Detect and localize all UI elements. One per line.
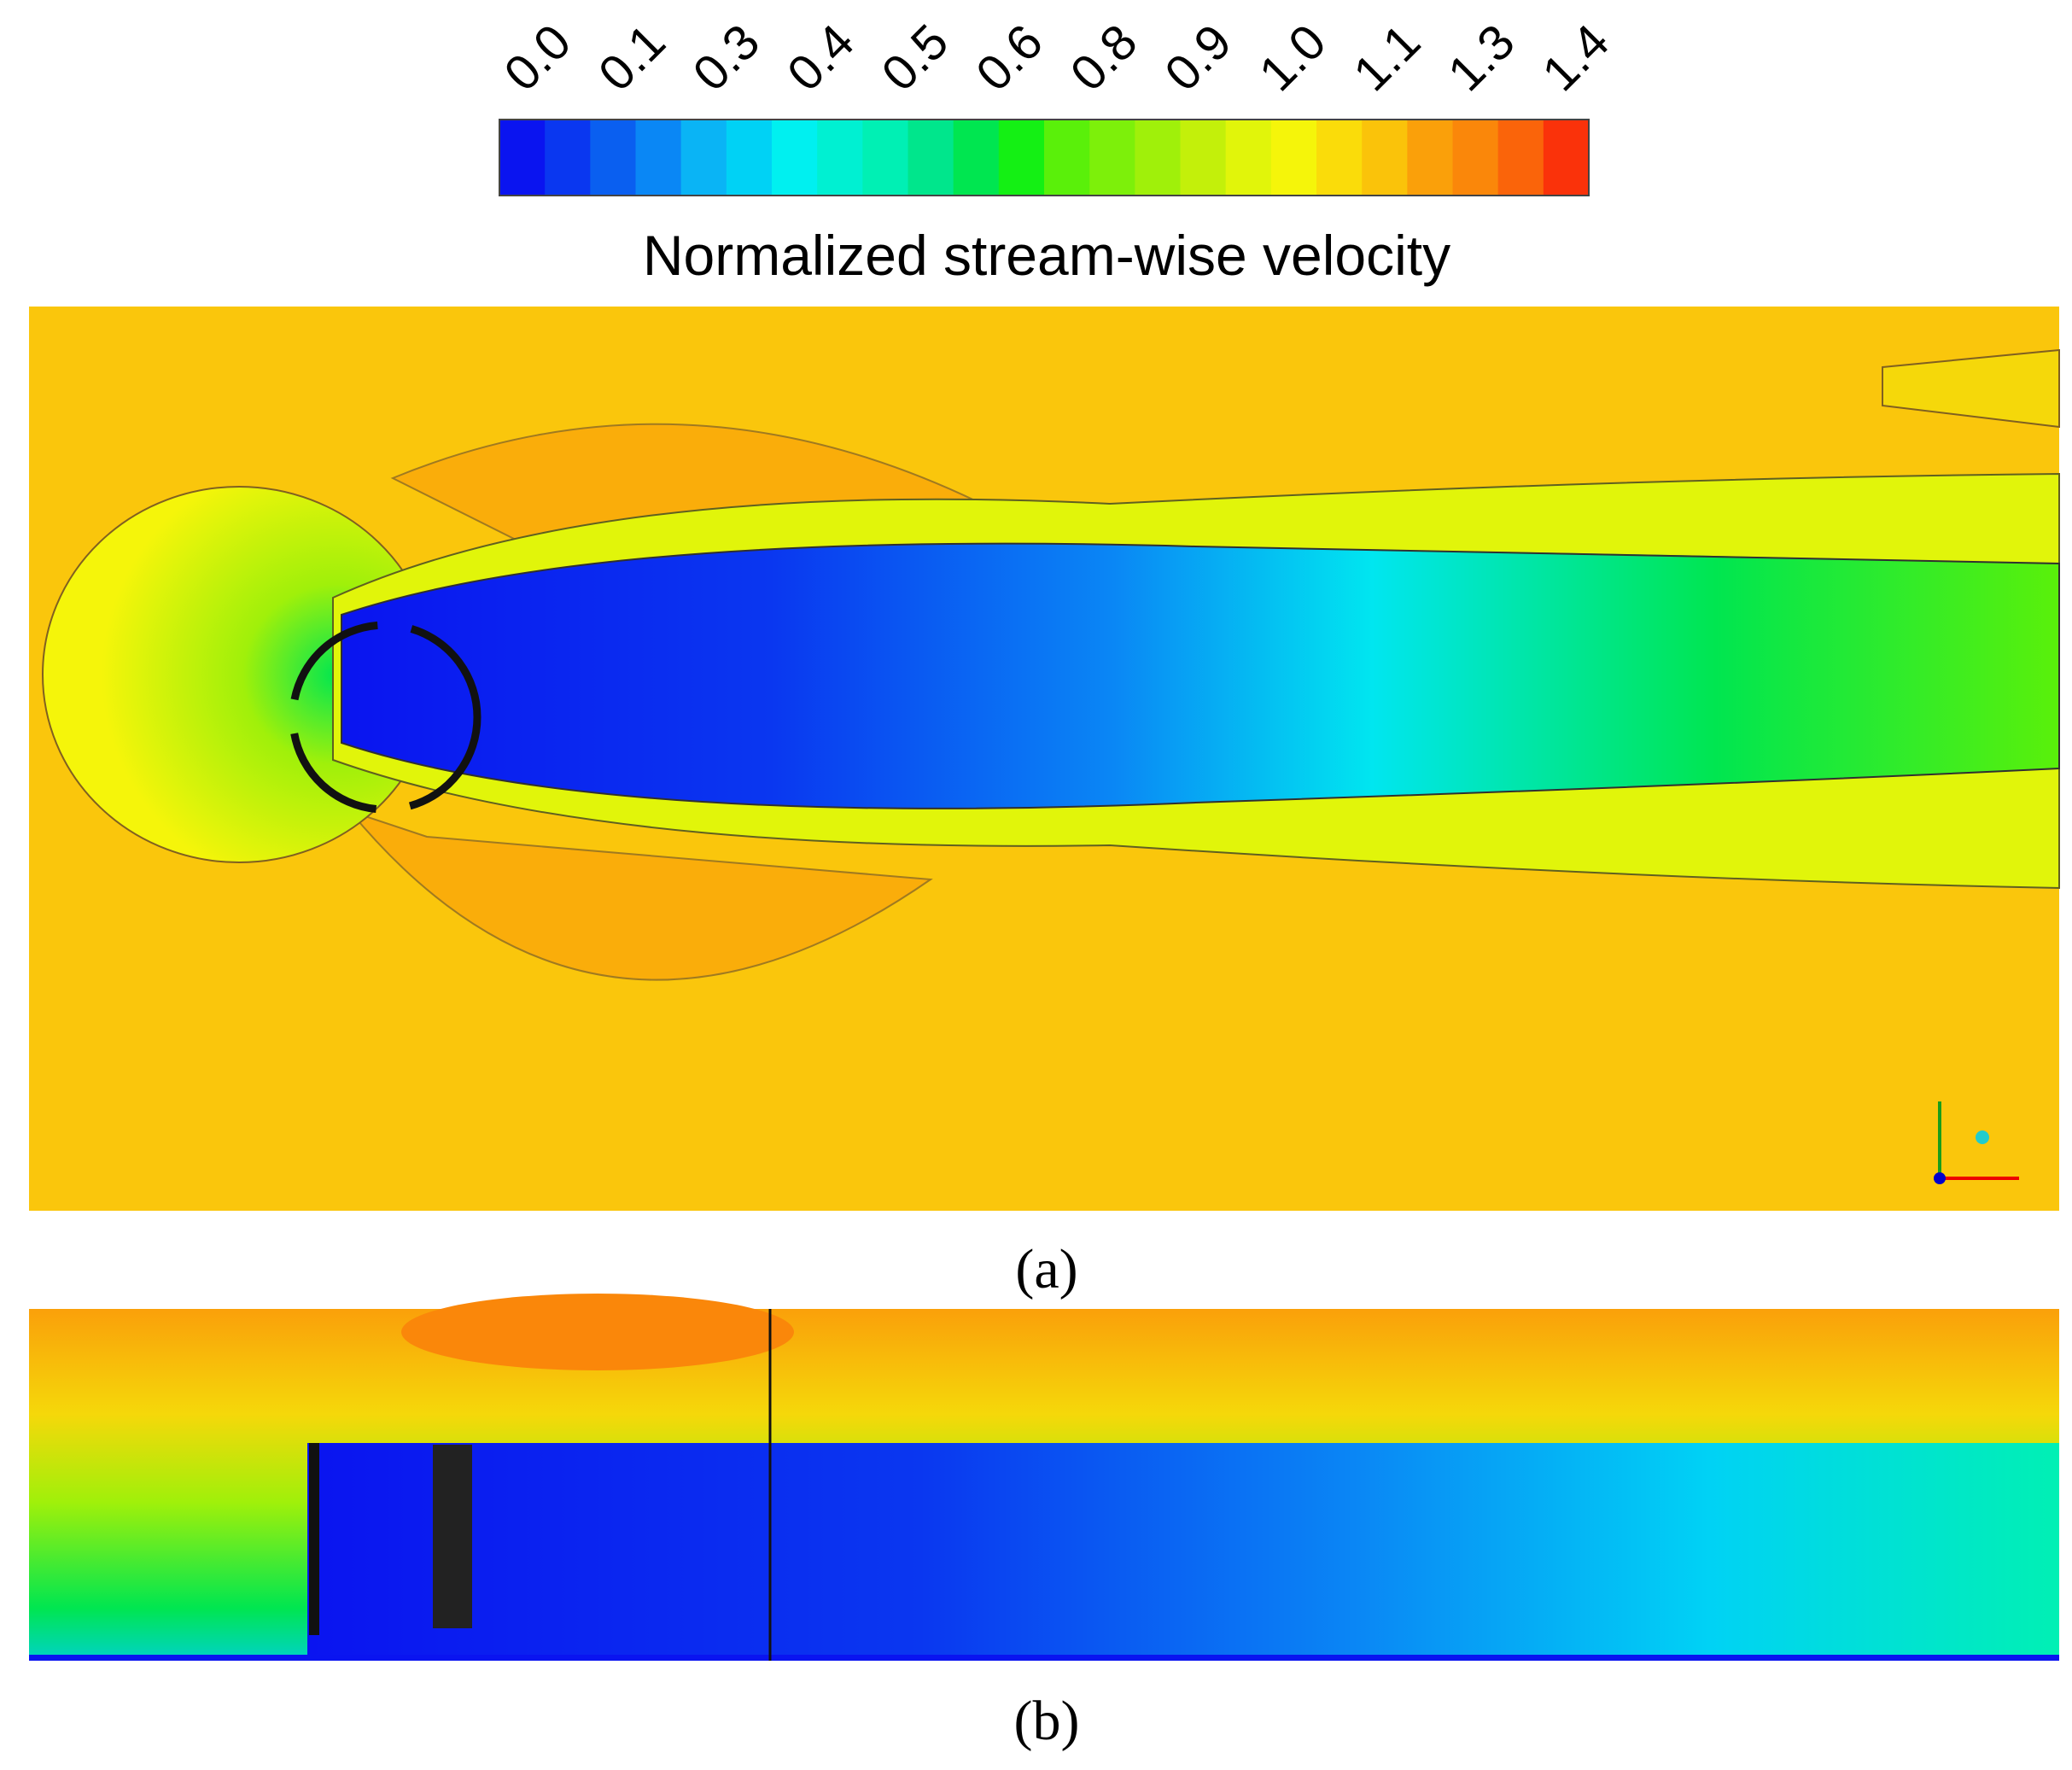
colorbar-band [1362, 120, 1408, 196]
colorbar-band [1180, 120, 1227, 196]
panel-label: (a) [1015, 1238, 1077, 1300]
colorbar-tick-label: 0.5 [871, 14, 959, 102]
colorbar-frame [499, 119, 1590, 196]
colorbar-band [1225, 120, 1272, 196]
colorbar-band [499, 120, 546, 196]
colorbar-band [908, 120, 954, 196]
colorbar-band [590, 120, 636, 196]
colorbar-tick-label: 0.9 [1154, 14, 1242, 102]
colorbar-band [998, 120, 1045, 196]
colorbar-tick-label: 0.6 [966, 14, 1054, 102]
colorbar-band [726, 120, 773, 196]
colorbar-tick-label: 0.4 [777, 14, 865, 102]
colorbar-band [1089, 120, 1135, 196]
colorbar-band [1543, 120, 1590, 196]
colorbar-band [545, 120, 591, 196]
colorbar-band [817, 120, 863, 196]
colorbar-tick-label: 0.0 [493, 14, 581, 102]
colorbar-title: Normalized stream-wise velocity [643, 224, 1450, 287]
colorbar-band [772, 120, 818, 196]
colorbar-tick-label: 0.8 [1060, 14, 1148, 102]
colorbar-band [1407, 120, 1453, 196]
panel-label: (b) [1014, 1690, 1080, 1752]
colorbar-band [680, 120, 727, 196]
colorbar-tick-label: 1.0 [1249, 14, 1337, 102]
colorbar: 0.0 0.1 0.3 0.4 0.5 0.6 0.8 0.9 1.0 1.1 1.3 1.4 [493, 14, 1620, 196]
colorbar-band [1135, 120, 1181, 196]
colorbar-tick-label: 1.3 [1438, 14, 1526, 102]
colorbar-band [1270, 120, 1317, 196]
colorbar-band [1044, 120, 1090, 196]
colorbar-tick-label: 0.3 [682, 14, 770, 102]
colorbar-band [953, 120, 1000, 196]
colorbar-tick-label: 0.1 [588, 14, 676, 102]
panel-b-field [29, 1294, 2059, 1661]
colorbar-band [635, 120, 682, 196]
colorbar-tick-label: 1.1 [1343, 14, 1431, 102]
colorbar-tick-label: 1.4 [1532, 14, 1620, 102]
colorbar-band [1316, 120, 1363, 196]
panel-a-field [29, 307, 2060, 1211]
colorbar-band [1497, 120, 1544, 196]
colorbar-band [1452, 120, 1499, 196]
colorbar-band [862, 120, 908, 196]
